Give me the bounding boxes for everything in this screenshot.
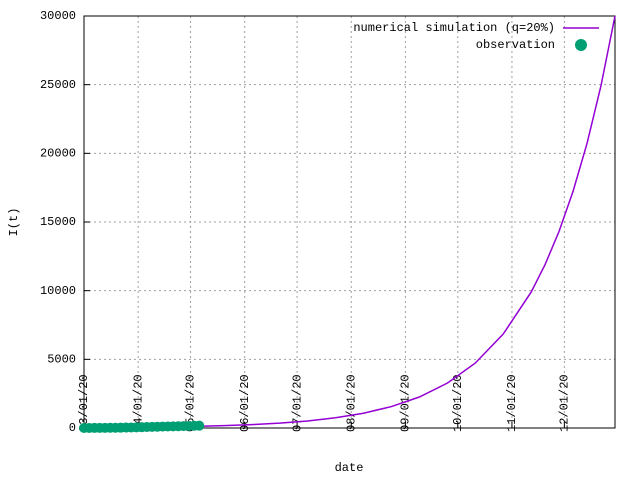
x-tick-label: 11/01/20	[505, 374, 519, 432]
x-tick-label: 12/01/20	[558, 374, 572, 432]
x-axis-label: date	[335, 461, 364, 475]
y-tick-label: 10000	[40, 284, 76, 298]
plot-frame	[83, 15, 616, 429]
legend-swatch	[575, 39, 587, 51]
x-tick-label: 06/01/20	[238, 374, 252, 432]
y-tick-label: 15000	[40, 215, 76, 229]
legend-label: observation	[476, 38, 555, 52]
x-tick-label: 07/01/20	[290, 374, 304, 432]
x-tick-label: 04/01/20	[131, 374, 145, 432]
y-tick-label: 25000	[40, 78, 76, 92]
point	[194, 420, 205, 431]
legend-label: numerical simulation (q=20%)	[353, 21, 555, 35]
y-tick-label: 5000	[47, 353, 76, 367]
x-tick-label: 08/01/20	[344, 374, 358, 432]
y-tick-label: 30000	[40, 9, 76, 23]
x-tick-label: 10/01/20	[451, 374, 465, 432]
x-tick-label: 05/01/20	[184, 374, 198, 432]
y-tick-label: 0	[69, 421, 76, 435]
y-axis-label: I(t)	[7, 208, 21, 237]
y-tick-label: 20000	[40, 147, 76, 161]
x-tick-label: 09/01/20	[399, 374, 413, 432]
